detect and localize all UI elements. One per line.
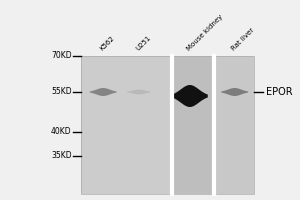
Bar: [81, 56, 170, 194]
Text: U251: U251: [135, 35, 152, 52]
Text: Rat liver: Rat liver: [230, 27, 255, 52]
Bar: [215, 56, 254, 194]
Text: 35KD: 35KD: [51, 152, 72, 160]
Text: 55KD: 55KD: [51, 88, 72, 97]
Bar: [81, 56, 170, 194]
Bar: [173, 56, 212, 194]
Text: EPOR: EPOR: [266, 87, 293, 97]
Text: K562: K562: [99, 35, 116, 52]
Bar: [173, 56, 212, 194]
Text: 40KD: 40KD: [51, 128, 72, 136]
Text: Mouse kidney: Mouse kidney: [186, 14, 224, 52]
Text: 70KD: 70KD: [51, 51, 72, 60]
Bar: [215, 56, 254, 194]
